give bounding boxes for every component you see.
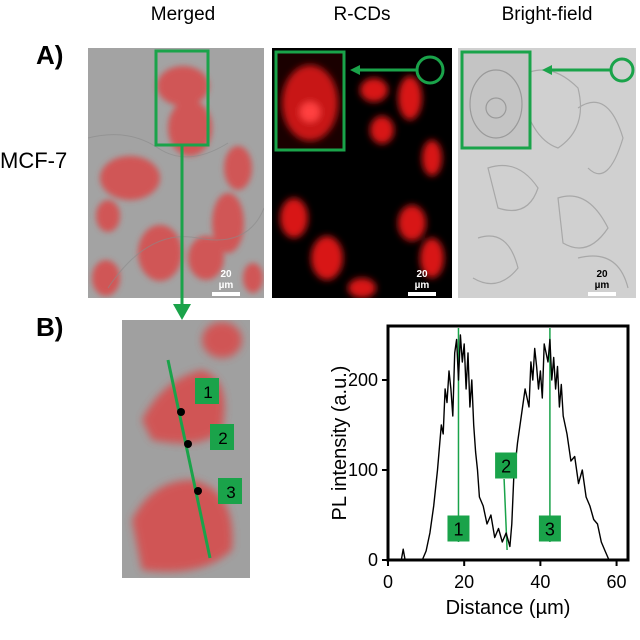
point-marker-1: 1 — [195, 378, 219, 404]
chart-marker-1: 1 — [447, 515, 470, 542]
bright-roi-circle — [609, 57, 635, 83]
title-rcds: R-CDs — [333, 4, 391, 25]
svg-text:3: 3 — [545, 520, 555, 540]
bright-inset-box — [460, 50, 532, 150]
scale-bar-bright: 20 µm — [588, 269, 616, 296]
y-tick-label: 200 — [348, 370, 378, 390]
svg-text:1: 1 — [203, 383, 212, 402]
svg-text:2: 2 — [501, 457, 511, 477]
series-line-1 — [388, 334, 625, 561]
chart-marker-3: 3 — [538, 515, 561, 542]
svg-text:1: 1 — [453, 520, 463, 540]
rcds-micrograph: 20 µm — [272, 48, 452, 298]
chart-frame — [386, 324, 630, 562]
y-axis-label: PL intensity (a.u.) — [329, 366, 351, 521]
chart-marker-2: 2 — [495, 452, 518, 479]
scale-bar-merged: 20 µm — [212, 269, 240, 296]
point-marker-3: 3 — [218, 478, 242, 504]
x-axis-label: Distance (µm) — [446, 597, 571, 619]
title-merged: Merged — [150, 4, 216, 25]
x-tick-label: 20 — [454, 572, 474, 592]
x-tick-label: 40 — [530, 572, 550, 592]
rcds-inset-box — [274, 50, 346, 152]
annotation-line-2 — [503, 478, 508, 551]
point-marker-2: 2 — [210, 424, 234, 450]
x-tick-label: 0 — [383, 572, 393, 592]
title-bright-field: Bright-field — [501, 4, 593, 25]
rcds-roi-circle — [415, 55, 445, 85]
zoomed-merged-panel: 1 2 3 — [122, 320, 250, 578]
cell-line-label: MCF-7 — [0, 148, 68, 173]
svg-text:3: 3 — [226, 483, 235, 502]
panel-b-label: B) — [36, 312, 64, 342]
zoom-connector-arrow — [173, 144, 191, 320]
y-tick-label: 100 — [348, 460, 378, 480]
y-tick-label: 0 — [368, 550, 378, 570]
x-tick-label: 60 — [607, 572, 627, 592]
line-scan — [166, 359, 212, 559]
scale-bar-rcds: 20 µm — [408, 269, 436, 296]
panel-a-label: A) — [36, 40, 64, 70]
svg-text:2: 2 — [218, 429, 227, 448]
bright-field-micrograph: 20 µm — [458, 48, 636, 298]
